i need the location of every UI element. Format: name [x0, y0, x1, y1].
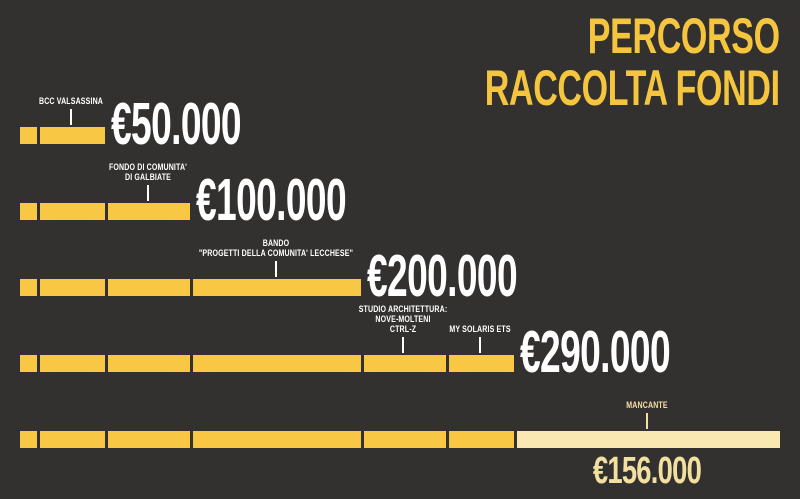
bar-segment — [193, 279, 361, 296]
bar-segment — [40, 203, 106, 220]
title-line-1: PERCORSO — [588, 8, 780, 64]
milestone-value: €156.000 — [592, 450, 702, 492]
callout-pointer-line — [479, 337, 482, 353]
callout: FONDO DI COMUNITA' DI GALBIATE — [0, 163, 318, 201]
bar-segment — [363, 355, 446, 372]
bar-segment — [363, 431, 446, 448]
page-title: PERCORSO RACCOLTA FONDI — [346, 10, 780, 114]
callout-label: CTRL-Z — [390, 324, 417, 335]
callout-pointer-line — [274, 261, 277, 277]
title-line-2: RACCOLTA FONDI — [485, 60, 780, 116]
callout-label: NOVE-MOLTENI — [375, 314, 431, 325]
callout-label: STUDIO ARCHITETTURA: — [359, 304, 448, 315]
callout: BCC VALSASSINA — [0, 97, 241, 125]
callout-label: BANDO — [262, 238, 289, 249]
bar-segment — [40, 127, 106, 144]
callout-label: MANCANTE — [626, 400, 668, 411]
callout-pointer-line — [402, 337, 405, 353]
bar-segment — [449, 431, 515, 448]
bar-segment — [108, 431, 191, 448]
callout: STUDIO ARCHITETTURA: NOVE-MOLTENI CTRL-Z — [233, 305, 573, 353]
milestone-value: €100.000 — [196, 167, 347, 233]
bar-segment-missing — [517, 431, 780, 448]
callout-label: BCC VALSASSINA — [39, 96, 104, 107]
bar-segment — [20, 431, 38, 448]
bar-segment — [193, 431, 361, 448]
callout-pointer-line — [146, 185, 149, 201]
callout-label: "PROGETTI DELLA COMUNITA' LECCHESE" — [198, 248, 353, 259]
milestone-value: €50.000 — [111, 91, 242, 157]
bar-segment — [20, 279, 38, 296]
callout-pointer-line — [646, 413, 649, 429]
milestone-value: €290.000 — [520, 319, 671, 385]
bar-segment — [40, 355, 106, 372]
bar-segment — [193, 355, 361, 372]
bar-segment — [108, 203, 191, 220]
callout-label: DI GALBIATE — [124, 172, 171, 183]
callout: MY SOLARIS ETS — [310, 325, 650, 353]
callout-pointer-line — [70, 109, 73, 125]
bar-segment — [40, 431, 106, 448]
bar-segment — [20, 127, 38, 144]
bar-segment — [40, 279, 106, 296]
callout-label: MY SOLARIS ETS — [449, 324, 511, 335]
bar-segment — [20, 203, 38, 220]
bar-segment — [108, 355, 191, 372]
callout-label: FONDO DI COMUNITA' — [108, 162, 187, 173]
callout: BANDO "PROGETTI DELLA COMUNITA' LECCHESE" — [106, 239, 446, 277]
callout: MANCANTE — [477, 401, 800, 429]
bar-segment — [449, 355, 515, 372]
bar-segment — [108, 279, 191, 296]
milestone-value: €200.000 — [366, 243, 518, 309]
bar-segment — [20, 355, 38, 372]
